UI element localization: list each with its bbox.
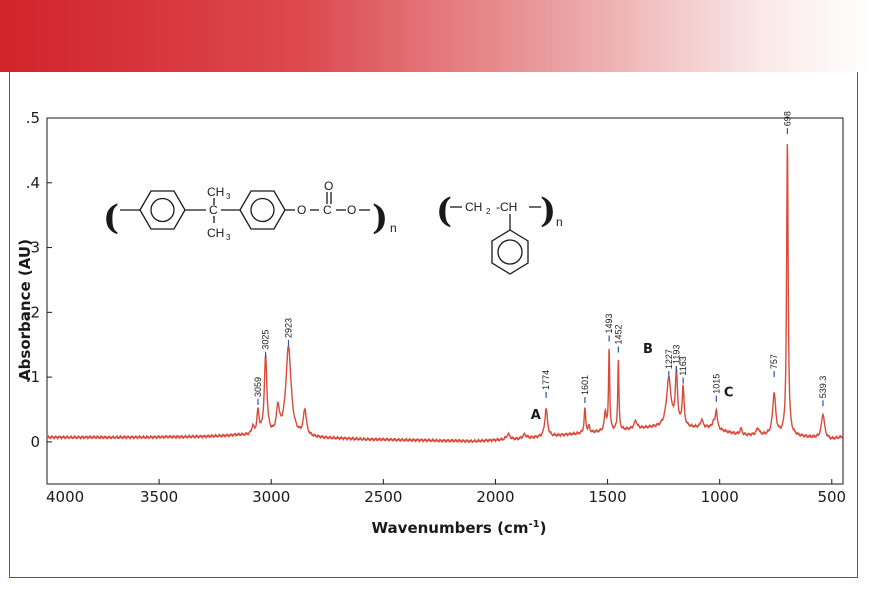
peak-label: 3059 — [253, 377, 263, 397]
peak-label: 757 — [769, 354, 779, 369]
peak-label: 1452 — [613, 324, 623, 344]
peak-label: 1601 — [580, 375, 590, 395]
quaternary-carbon: C — [209, 203, 218, 217]
close-bracket: ) — [540, 191, 556, 231]
y-axis-title: Absorbance (AU) — [16, 239, 34, 381]
aromatic-circle-icon — [250, 197, 275, 223]
peak-label: 1193 — [671, 345, 681, 364]
benzene-ring-icon — [491, 229, 529, 275]
x-tick-label: 3500 — [140, 488, 178, 506]
methylene-group: CH — [465, 200, 482, 214]
region-labels: A B C — [531, 342, 734, 423]
peak-label: 3025 — [261, 330, 271, 350]
methyl-bottom: CH — [207, 226, 224, 240]
header-band — [0, 0, 872, 72]
y-tick-label: .2 — [26, 303, 40, 321]
ester-oxygen: O — [347, 203, 356, 217]
y-axis: 0 .1 .2 .3 .4 .5 — [26, 109, 52, 451]
x-tick-label: 2000 — [476, 488, 514, 506]
plot-area — [46, 117, 844, 485]
methyl-top: CH — [207, 185, 224, 199]
svg-text:2: 2 — [486, 207, 491, 216]
svg-text:3: 3 — [226, 233, 231, 242]
y-tick-label: .5 — [26, 109, 40, 127]
open-bracket: ( — [436, 191, 452, 231]
methine-group: -CH — [496, 200, 517, 214]
carbonate-carbon: C — [323, 203, 332, 217]
peak-label: 2923 — [283, 318, 293, 338]
peak-label: 539.3 — [818, 376, 828, 399]
peak-label: 1227 — [664, 349, 674, 369]
x-tick-label: 4000 — [46, 488, 84, 506]
aromatic-circle-icon — [497, 239, 523, 265]
x-tick-label: 1000 — [701, 488, 739, 506]
x-tick-label: 1500 — [588, 488, 626, 506]
peak-label: 1015 — [711, 374, 721, 394]
benzene-ring-icon — [139, 190, 186, 230]
close-bracket: ) — [372, 198, 388, 238]
ether-oxygen: O — [297, 203, 306, 217]
region-label-b: B — [643, 342, 653, 357]
x-axis-title: Wavenumbers (cm-1) — [372, 519, 547, 537]
benzene-ring-icon — [239, 190, 286, 230]
y-tick-label: .1 — [26, 368, 40, 386]
spectrum-line — [46, 144, 844, 444]
svg-text:3: 3 — [226, 192, 231, 201]
region-label-c: C — [724, 386, 734, 401]
x-axis: 4000 3500 3000 2500 2000 1500 1000 500 — [46, 479, 846, 506]
open-bracket: ( — [103, 198, 119, 238]
peak-label: 1163 — [678, 356, 688, 375]
peak-label: 1493 — [604, 313, 614, 333]
y-tick-label: .3 — [26, 239, 40, 257]
repeat-n: n — [390, 221, 397, 235]
x-tick-label: 2500 — [364, 488, 402, 506]
figure-frame — [9, 72, 858, 578]
x-tick-label: 500 — [817, 488, 846, 506]
x-tick-label: 3000 — [252, 488, 290, 506]
aromatic-circle-icon — [150, 197, 175, 223]
region-label-a: A — [531, 408, 541, 423]
y-tick-label: .4 — [26, 174, 40, 192]
peak-label: 1774 — [541, 370, 551, 390]
polystyrene-structure: ( CH 2 -CH ) n — [436, 191, 563, 275]
polycarbonate-structure: ( CH 3 C CH 3 O O C O ) n — [103, 179, 397, 242]
repeat-n: n — [556, 215, 563, 229]
y-tick-label: 0 — [30, 433, 40, 451]
peak-label: 698 — [782, 111, 792, 126]
x-axis-title-superscript: -1 — [528, 519, 539, 530]
carbonyl-oxygen: O — [324, 179, 333, 193]
